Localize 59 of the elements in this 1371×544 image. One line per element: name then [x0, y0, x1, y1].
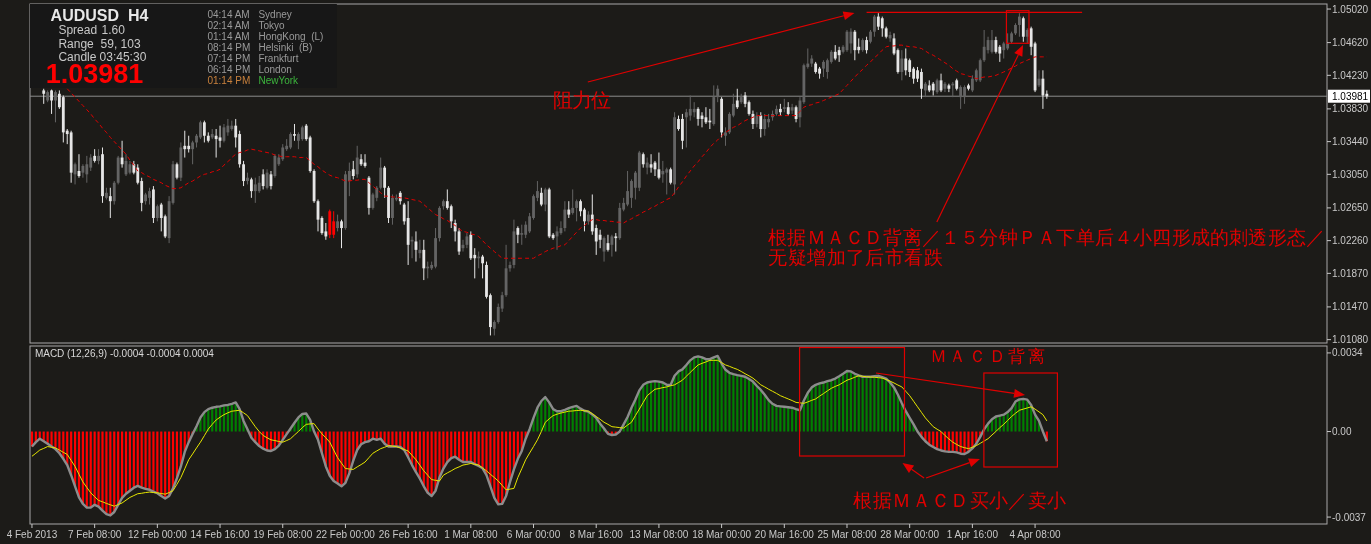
annotation: 阻力位 — [552, 89, 612, 111]
x-tick-label: 20 Mar 16:00 — [754, 529, 815, 540]
annotation: HongKong (L) — [258, 31, 324, 42]
x-tick-label: 4 Apr 08:00 — [1009, 529, 1062, 540]
x-tick-label: 8 Mar 16:00 — [569, 529, 624, 540]
y-tick-label: 1.05020 — [1332, 3, 1369, 15]
y-tick-label: 1.03050 — [1332, 168, 1369, 180]
annotation: 根据ＭＡＣＤ背离／１５分钟ＰＡ下单后４小四形成的刺透形态／ — [768, 227, 1325, 248]
x-tick-label: 14 Feb 16:00 — [190, 529, 250, 540]
y-tick-label: 1.02260 — [1332, 235, 1369, 247]
x-tick-label: 28 Mar 00:00 — [880, 529, 940, 540]
ref-line-label: 1.03981 — [1332, 90, 1369, 102]
y-tick-label: 1.03440 — [1332, 136, 1369, 148]
annotation: 无疑增加了后市看跌 — [768, 247, 943, 268]
annotation: 03:45:30 — [99, 49, 147, 64]
y-tick-label: 0.00 — [1332, 426, 1352, 438]
x-tick-label: 19 Feb 08:00 — [253, 529, 313, 540]
annotation: 07:14 PM — [207, 53, 251, 64]
annotation: 01:14 AM — [207, 31, 250, 42]
chart-title: MACD (12,26,9) -0.0004 -0.0004 0.0004 — [34, 348, 215, 359]
annotation: Sydney — [258, 9, 292, 20]
annotation: 08:14 PM — [207, 42, 251, 53]
x-tick-label: 4 Feb 2013 — [6, 529, 58, 540]
x-tick-label: 18 Mar 00:00 — [692, 529, 752, 540]
y-tick-label: 1.04230 — [1332, 69, 1369, 81]
y-tick-label: -0.0037 — [1332, 511, 1367, 523]
annotation: 02:14 AM — [207, 20, 250, 31]
chart-title: AUDUSD H4 — [50, 7, 149, 24]
x-tick-label: 22 Feb 00:00 — [315, 529, 376, 540]
annotation: 04:14 AM — [207, 9, 250, 20]
y-tick-label: 1.01470 — [1332, 301, 1369, 313]
annotation: 06:14 PM — [207, 64, 251, 75]
y-tick-label: 1.01870 — [1332, 267, 1369, 279]
annotation: Candle — [58, 49, 97, 64]
annotation: 根据ＭＡＣＤ买小／卖小 — [853, 490, 1067, 511]
annotation: 59, 103 — [100, 36, 141, 51]
x-tick-label: 13 Mar 08:00 — [629, 529, 689, 540]
x-tick-label: 7 Feb 08:00 — [67, 529, 122, 540]
annotation: Spread — [58, 23, 98, 37]
y-tick-label: 0.0034 — [1332, 347, 1364, 359]
x-tick-label: 26 Feb 16:00 — [378, 529, 439, 540]
annotation: Tokyo — [258, 20, 285, 31]
x-tick-label: 1 Apr 16:00 — [946, 529, 999, 540]
annotation: 01:14 PM — [207, 75, 251, 86]
annotation: Helsinki (B) — [258, 42, 313, 53]
annotation: ＭＡＣＤ背离 — [929, 347, 1045, 366]
annotation: London — [258, 64, 292, 75]
y-tick-label: 1.02650 — [1332, 202, 1369, 214]
annotation: Range — [58, 36, 95, 51]
annotation: NewYork — [258, 75, 300, 86]
x-tick-label: 1 Mar 08:00 — [444, 529, 498, 540]
x-tick-label: 6 Mar 00:00 — [506, 529, 561, 540]
annotation: Frankfurt — [258, 53, 299, 64]
y-tick-label: 1.04620 — [1332, 37, 1369, 49]
y-tick-label: 1.01080 — [1332, 334, 1369, 346]
x-tick-label: 25 Mar 08:00 — [817, 529, 877, 540]
x-tick-label: 12 Feb 00:00 — [127, 529, 188, 540]
annotation: 1.60 — [101, 23, 126, 37]
y-tick-label: 1.03830 — [1332, 103, 1369, 115]
